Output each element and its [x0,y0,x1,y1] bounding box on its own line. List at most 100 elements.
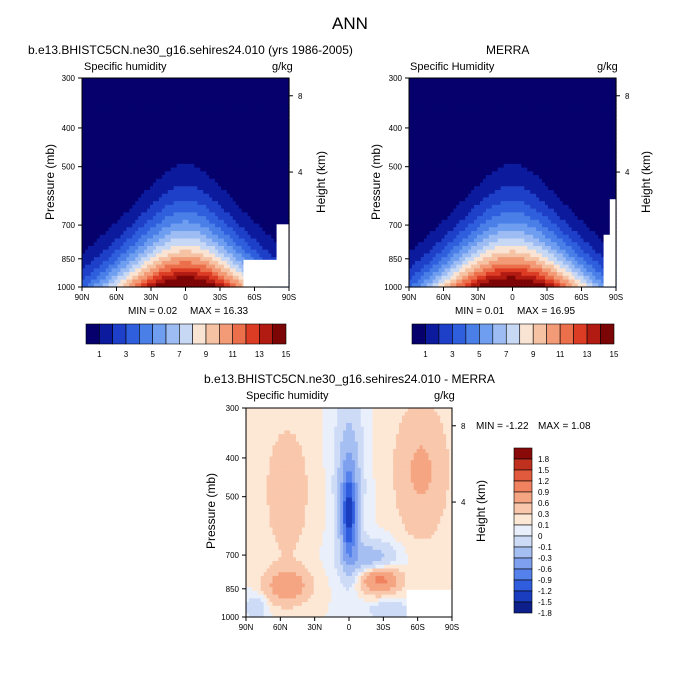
colorbar-box [85,323,100,345]
panel1-ytick-label: 850 [62,255,76,264]
panel1-min: MIN = 0.02 [128,306,178,317]
colorbar-label: 5 [150,350,155,359]
colorbar2: 1 3 5 7 9 11 13 15 [411,323,619,359]
colorbar-label: 0.6 [538,499,550,508]
panel1-xtick-label: 90S [282,293,296,302]
colorbar-box [179,323,193,345]
colorbar-label: 1.8 [538,455,550,464]
colorbar-box [600,323,615,345]
panel1-max: MAX = 16.33 [190,306,249,317]
figure-title: ANN [332,14,368,33]
colorbar-box [452,323,467,345]
panel2-height-tick-label: 4 [625,168,630,177]
colorbar-box [513,579,533,592]
colorbar-box [513,524,533,537]
colorbar-label: 7 [504,350,509,359]
colorbar-box [505,323,521,345]
colorbar-box [219,323,233,345]
colorbar-box [513,535,533,548]
panel3-title: b.e13.BHISTC5CN.ne30_g16.sehires24.010 -… [204,372,495,386]
panel2-ytick-label: 850 [389,255,403,264]
panel3-height-tick-label: 8 [461,422,466,431]
colorbar-label: -0.3 [538,554,552,563]
panel2-ytick-label: 500 [389,163,403,172]
colorbar-box [425,323,440,345]
colorbar-box [546,323,561,345]
colorbar-label: 7 [177,350,182,359]
colorbar-label: 13 [255,350,264,359]
panel2-xtick-label: 60N [436,293,451,302]
colorbar-box [205,323,220,345]
panel3-variable: Specific humidity [246,390,329,402]
colorbar-box [513,447,533,460]
colorbar-box [513,601,533,614]
colorbar-label: 1.5 [538,466,550,475]
colorbar-label: -1.5 [538,598,552,607]
colorbar-box [139,323,153,345]
colorbar-box [99,323,113,345]
panel1-xtick-label: 30N [144,293,159,302]
panel3-xtick-label: 60N [273,623,288,632]
panel2-units: g/kg [597,61,618,73]
panel2-variable: Specific Humidity [410,61,495,73]
panel1-ytick-label: 400 [62,124,76,133]
colorbar-box [513,568,533,581]
colorbar-label: 15 [282,350,291,359]
colorbar-label: 9 [204,350,209,359]
panel1-height-tick-label: 4 [298,168,303,177]
panel2-xtick-label: 0 [510,293,515,302]
colorbar-label: 15 [610,350,619,359]
colorbar-label: 3 [124,350,129,359]
colorbar-box [513,502,533,515]
panel3-ytick-label: 400 [226,454,240,463]
panel2-xtick-label: 90N [402,293,417,302]
colorbar-box [513,480,533,493]
colorbar-box [513,469,533,482]
colorbar-label: 11 [556,350,565,359]
panel1-height-tick-label: 8 [298,92,303,101]
colorbar-box [513,546,533,559]
colorbar-label: 1.2 [538,477,550,486]
colorbar-label: 9 [531,350,536,359]
colorbar-box [125,323,140,345]
colorbar-box [513,458,533,471]
panel3-xtick-label: 30N [307,623,322,632]
colorbar-label: 3 [450,350,455,359]
panel2-height-tick-label: 8 [625,92,630,101]
panel2-ytick-label: 300 [389,74,403,83]
panel1-xtick-label: 0 [183,293,188,302]
panel1-xtick-label: 30S [213,293,227,302]
colorbar-box [438,323,453,345]
panel2-ytick-label: 700 [389,221,403,230]
panel2-xtick-label: 90S [609,293,623,302]
panel3-ytick-label: 1000 [221,613,239,622]
panel3-xtick-label: 90S [445,623,459,632]
panel3-ytick-label: 700 [226,551,240,560]
colorbar-box [513,557,533,570]
panel2-min: MIN = 0.01 [455,306,505,317]
panel3-min: MIN = -1.22 [476,421,529,432]
panel3-units: g/kg [434,390,455,402]
panel3-ytick-label: 300 [226,404,240,413]
colorbar-box [272,323,287,345]
panel2-title: MERRA [486,43,530,57]
colorbar-box [513,491,533,504]
colorbar-label: 0.1 [538,521,550,530]
colorbar-label: 5 [477,350,482,359]
colorbar-box [165,323,180,345]
panel3-xtick-label: 0 [347,623,352,632]
colorbar-label: 11 [229,350,238,359]
colorbar-label: 1 [97,350,102,359]
colorbar-box [586,323,601,345]
colorbar-box [532,323,547,345]
colorbar-label: 0.9 [538,488,550,497]
colorbar-box [479,323,494,345]
colorbar-label: -0.6 [538,565,552,574]
panel2-max: MAX = 16.95 [517,306,576,317]
colorbar-label: -1.2 [538,587,552,596]
panel2-xtick-label: 30S [540,293,554,302]
